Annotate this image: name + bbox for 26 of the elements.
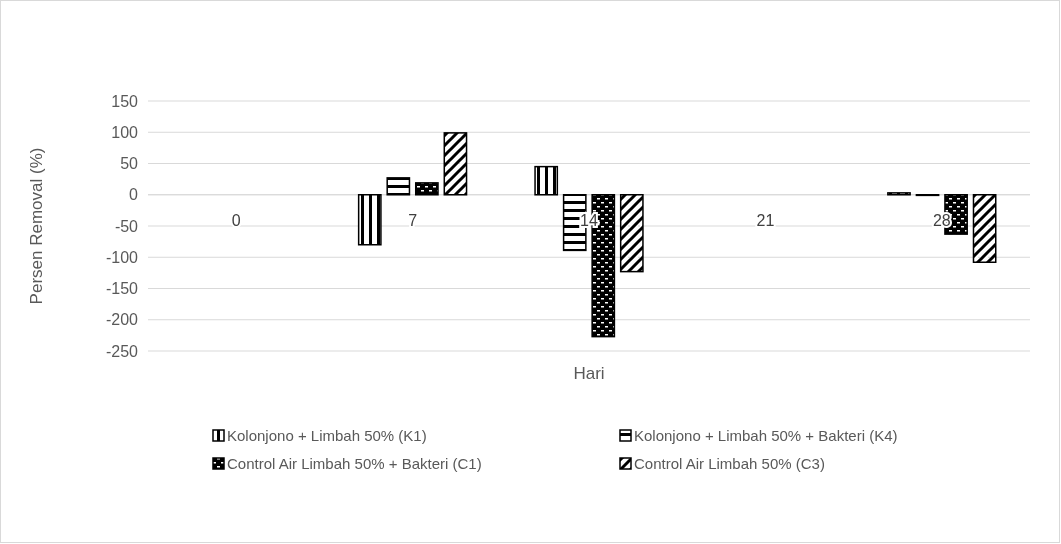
x-tick-label: 7	[408, 212, 418, 230]
y-tick-label: -150	[105, 280, 139, 298]
y-tick-label: -200	[105, 311, 139, 329]
legend-label: Kolonjono + Limbah 50% (K1)	[227, 427, 427, 444]
bar	[619, 194, 644, 273]
legend-label: Kolonjono + Limbah 50% + Bakteri (K4)	[634, 427, 898, 444]
x-tick-label: 21	[756, 212, 775, 230]
y-tick-label: 50	[120, 155, 139, 173]
y-tick-label: 100	[111, 123, 139, 141]
y-tick-label: 0	[129, 186, 139, 204]
y-axis-title: Persen Removal (%)	[27, 147, 46, 305]
bar	[386, 177, 411, 196]
y-tick-label: -50	[114, 217, 139, 235]
bar	[414, 182, 439, 196]
x-tick-label: 0	[231, 212, 241, 230]
legend-label: Control Air Limbah 50% + Bakteri (C1)	[227, 455, 482, 472]
y-tick-label: -100	[105, 248, 139, 266]
y-tick-label: -250	[105, 342, 139, 360]
bar	[443, 132, 468, 196]
legend-label: Control Air Limbah 50% (C3)	[634, 455, 825, 472]
y-tick-label: 150	[111, 92, 139, 110]
bar	[357, 194, 382, 246]
bar	[534, 165, 559, 196]
x-axis-title: Hari	[573, 364, 605, 383]
bar	[972, 194, 997, 263]
x-tick-label: 14	[580, 212, 598, 230]
